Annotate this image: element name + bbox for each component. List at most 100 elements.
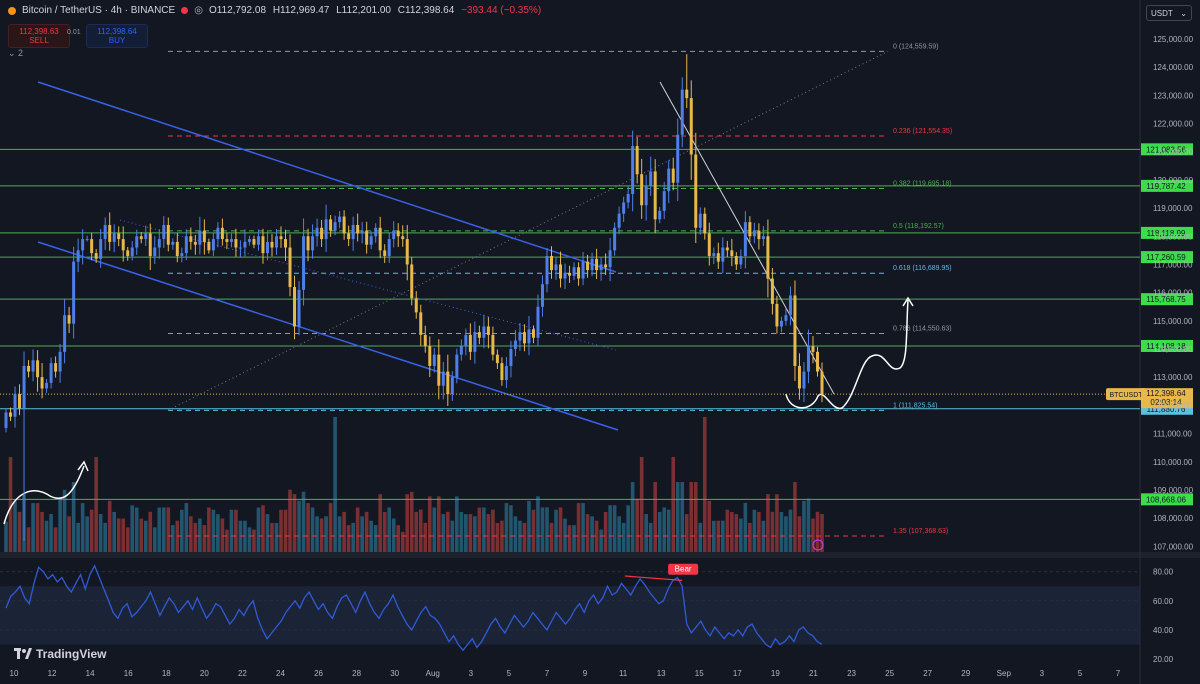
volume-bar xyxy=(67,516,71,552)
volume-bar xyxy=(671,457,676,552)
price-tick-label: 115,000.00 xyxy=(1153,317,1193,326)
price-tick-label: 114,000.00 xyxy=(1153,345,1193,354)
candle-body xyxy=(347,233,351,240)
candle-body xyxy=(333,222,337,231)
candle-body xyxy=(806,346,810,372)
candle-body xyxy=(775,303,779,327)
candle-body xyxy=(473,332,477,352)
candle-body xyxy=(568,272,572,276)
candle-body xyxy=(405,239,409,265)
candle-body xyxy=(419,312,423,335)
candle-body xyxy=(356,224,360,234)
volume-bar xyxy=(599,529,603,552)
candle-body xyxy=(545,255,549,285)
volume-bar xyxy=(743,502,748,552)
volume-bar xyxy=(581,503,585,552)
volume-bar xyxy=(558,507,563,552)
price-tick-label: 112,000.00 xyxy=(1153,401,1193,410)
volume-bar xyxy=(121,518,126,552)
candle-body xyxy=(748,222,752,237)
tradingview-logo[interactable]: TradingView xyxy=(14,647,106,661)
candle-body xyxy=(63,315,67,352)
volume-bar xyxy=(80,503,85,552)
buy-label: BUY xyxy=(108,36,126,45)
time-tick-label: 28 xyxy=(352,669,361,678)
candle-body xyxy=(220,227,224,240)
symbol-tag xyxy=(1106,388,1146,401)
volume-bar xyxy=(721,520,725,552)
candle-body xyxy=(716,253,720,262)
candle-body xyxy=(216,227,220,240)
candle-body xyxy=(658,210,662,220)
candle-body xyxy=(13,394,17,417)
volume-bar xyxy=(504,503,509,552)
low-value: L112,201.00 xyxy=(336,5,391,16)
sell-button[interactable]: 112,398.63 SELL xyxy=(8,24,70,48)
symbol-title[interactable]: Bitcoin / TetherUS · 4h · BINANCE xyxy=(22,5,176,16)
price-tick-label: 111,000.00 xyxy=(1153,430,1192,439)
sell-label: SELL xyxy=(29,36,49,45)
volume-bar xyxy=(757,511,761,552)
indicators-toggle[interactable]: ⌄ 2 xyxy=(8,48,23,59)
candle-body xyxy=(734,255,738,265)
volume-bar xyxy=(549,522,554,552)
spread-value: 0.01 xyxy=(67,29,81,36)
candle-body xyxy=(4,412,8,428)
candle-body xyxy=(320,227,324,240)
candle-body xyxy=(351,224,355,240)
candlestick-series xyxy=(4,54,824,541)
candle-body xyxy=(306,236,310,251)
candle-body xyxy=(211,239,215,251)
volume-bar xyxy=(17,511,22,552)
market-status-icon[interactable] xyxy=(181,7,189,14)
volume-bar xyxy=(784,516,788,552)
candle-body xyxy=(676,134,680,183)
candle-body xyxy=(784,315,788,321)
volume-bar xyxy=(648,522,653,552)
bear-divergence-line xyxy=(624,575,683,581)
candle-body xyxy=(157,239,161,248)
candle-body xyxy=(504,365,508,381)
volume-bar xyxy=(40,511,44,552)
candle-body xyxy=(689,98,693,155)
candle-body xyxy=(577,267,581,279)
volume-bar xyxy=(13,500,17,552)
volume-bar xyxy=(189,516,193,552)
descending-trendline xyxy=(659,81,835,395)
candle-body xyxy=(311,236,315,251)
volume-bar xyxy=(666,509,671,552)
volume-bar xyxy=(820,513,824,552)
time-tick-label: 30 xyxy=(390,669,399,678)
candle-body xyxy=(99,239,103,259)
candle-body xyxy=(265,241,269,254)
currency-selector[interactable]: USDT ⌄ xyxy=(1146,5,1192,21)
candle-body xyxy=(644,185,648,206)
volume-bar xyxy=(712,520,716,552)
fib-level-label: 1 (111,825.54) xyxy=(893,402,938,409)
eye-icon[interactable]: ◎ xyxy=(194,5,203,16)
volume-bar xyxy=(310,507,315,552)
buy-button[interactable]: 112,398.64 BUY xyxy=(86,24,148,48)
volume-bar xyxy=(8,457,13,552)
candle-body xyxy=(518,332,522,341)
price-tick-label: 119,000.00 xyxy=(1153,204,1193,213)
candle-body xyxy=(725,247,729,251)
volume-bar xyxy=(752,509,757,552)
candle-body xyxy=(117,233,121,240)
fib-level-label: 0.5 (118,192.57) xyxy=(893,223,944,230)
candle-body xyxy=(112,233,116,242)
volume-bar xyxy=(590,516,594,552)
volume-bar xyxy=(76,522,80,552)
candle-body xyxy=(599,264,603,271)
volume-bar xyxy=(198,518,202,552)
candle-body xyxy=(662,191,666,211)
volume-bar xyxy=(806,498,811,552)
time-tick-label: 21 xyxy=(809,669,818,678)
volume-bar xyxy=(630,482,635,552)
time-tick-label: 5 xyxy=(507,669,512,678)
price-tick-label: 107,000.00 xyxy=(1153,542,1194,551)
time-tick-label: 3 xyxy=(469,669,474,678)
volume-bar xyxy=(684,514,689,552)
volume-bar xyxy=(788,509,793,552)
